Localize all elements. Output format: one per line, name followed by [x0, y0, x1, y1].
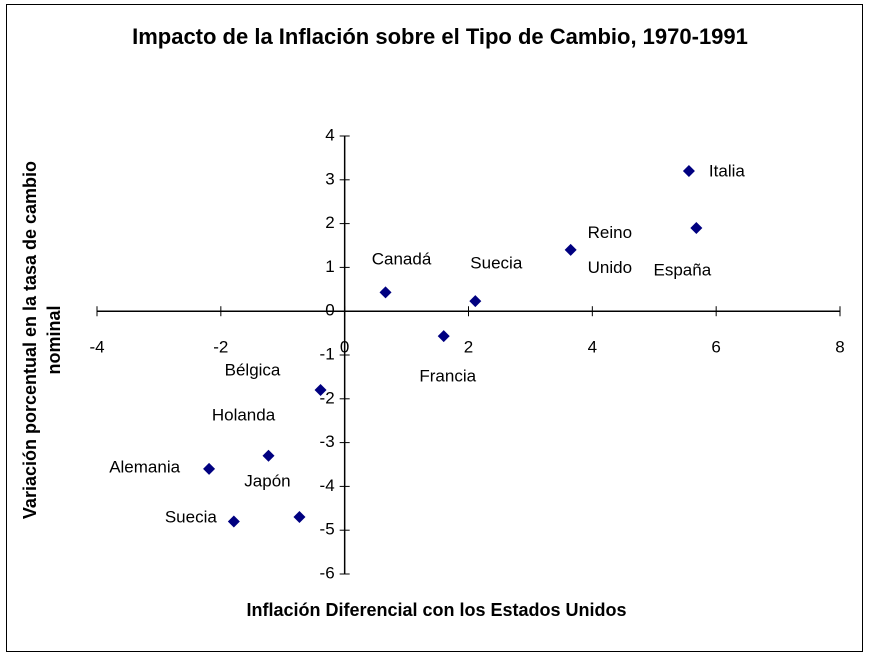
y-tick-label: -1	[320, 344, 335, 363]
point	[203, 462, 216, 475]
x-tick-label: -2	[213, 338, 228, 357]
point-label: Holanda	[211, 405, 276, 425]
chart-frame	[6, 4, 863, 652]
point-label: Francia	[419, 366, 477, 386]
y-tick-label: 0	[325, 301, 334, 320]
y-tick-label: -3	[320, 432, 335, 451]
point	[293, 511, 306, 524]
y-tick-label: -5	[320, 520, 335, 539]
point-label: Reino Unido	[587, 222, 633, 277]
chart-title: Impacto de la Inflación sobre el Tipo de…	[132, 24, 748, 49]
point	[262, 449, 275, 462]
point	[690, 221, 703, 234]
point	[469, 295, 482, 308]
y-tick-label: -6	[320, 563, 335, 582]
point	[227, 515, 240, 528]
x-tick-label: -4	[89, 338, 104, 357]
x-tick-label: 6	[711, 338, 720, 357]
y-tick-label: 4	[325, 125, 334, 144]
point-label: España	[653, 260, 712, 280]
point-label: Bélgica	[224, 360, 281, 380]
point	[379, 286, 392, 299]
y-tick-label: 3	[325, 169, 334, 188]
y-tick-label: -4	[320, 476, 335, 495]
y-tick-label: 1	[325, 257, 334, 276]
point-label: Japón	[244, 471, 291, 491]
point-label: Suecia	[470, 253, 523, 273]
y-axis-label: Variación porcentual en la tasa de cambi…	[20, 160, 64, 520]
point	[564, 243, 577, 256]
point-label: Suecia	[164, 507, 217, 527]
point	[437, 330, 450, 343]
y-tick-label: 2	[325, 213, 334, 232]
x-axis-label: Inflación Diferencial con los Estados Un…	[246, 600, 627, 620]
point-label: Canadá	[371, 249, 432, 269]
point-label: Italia	[708, 161, 745, 181]
x-tick-label: 8	[835, 338, 844, 357]
point	[314, 384, 327, 397]
point	[682, 165, 695, 178]
x-tick-label: 4	[588, 338, 597, 357]
point-label: Alemania	[109, 457, 181, 477]
x-tick-label: 2	[464, 338, 473, 357]
x-tick-label: 0	[340, 338, 349, 357]
